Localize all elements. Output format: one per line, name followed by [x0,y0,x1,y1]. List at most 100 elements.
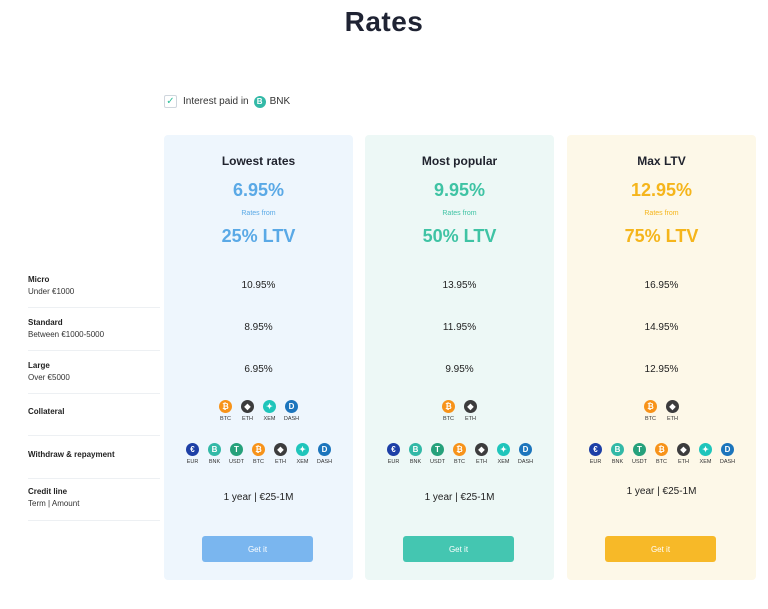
usdt-icon: T [431,443,444,456]
btc-icon: ₿ [644,400,657,413]
micro-rate: 10.95% [241,280,276,291]
plan-ltv: 75% LTV [624,226,699,246]
bnk-icon: B [611,443,624,456]
coin-label: BNK [611,459,624,465]
collateral-coins: ₿ BTC ◆ ETH [365,400,554,422]
get-it-button[interactable]: Get it [403,536,514,562]
eth-icon: ◆ [475,443,488,456]
interest-checkbox[interactable]: ✓ [164,95,177,108]
coin-label: USDT [430,459,445,465]
coin-dash: D DASH [314,443,336,465]
coin-eth: ◆ ETH [471,443,493,465]
dash-icon: D [519,443,532,456]
bnk-icon: B [409,443,422,456]
withdraw-coins: € EUR B BNK T USDT ₿ BTC ◆ ETH ✦ XEM D DASH [164,443,353,465]
coin-label: XEM [296,459,309,465]
coin-xem: ✦ XEM [695,443,717,465]
coin-btc: ₿ BTC [248,443,270,465]
eth-icon: ◆ [666,400,679,413]
eur-icon: € [186,443,199,456]
coin-eur: € EUR [182,443,204,465]
coin-label: ETH [667,416,678,422]
plan-ltv: 25% LTV [221,226,296,246]
dash-icon: D [721,443,734,456]
coin-btc: ₿ BTC [215,400,237,422]
coin-dash: D DASH [717,443,739,465]
coin-eth: ◆ ETH [673,443,695,465]
collateral-coins: ₿ BTC ◆ ETH [567,400,756,422]
coin-usdt: T USDT [226,443,248,465]
standard-rate: 8.95% [244,322,273,333]
bnk-icon: B [253,95,266,108]
coin-label: EUR [589,459,602,465]
coin-xem: ✦ XEM [259,400,281,422]
coin-label: XEM [497,459,510,465]
coin-label: ETH [476,459,487,465]
coin-btc: ₿ BTC [438,400,460,422]
interest-option[interactable]: ✓ Interest paid in B BNK [164,95,290,108]
row-label-collateral: Collateral [28,407,160,436]
xem-icon: ✦ [699,443,712,456]
plan-rates-from: Rates from [644,210,679,217]
plan-rates-from: Rates from [442,210,477,217]
plan-rates-from: Rates from [241,210,276,217]
standard-rate: 11.95% [442,322,477,333]
plan-name: Most popular [421,154,498,168]
coin-label: BTC [443,416,454,422]
coin-eth: ◆ ETH [237,400,259,422]
eth-icon: ◆ [464,400,477,413]
large-rate: 12.95% [644,364,679,375]
plan-most-popular-card: Most popular 9.95% Rates from 50% LTV 13.95%… [365,135,554,580]
coin-eur: € EUR [585,443,607,465]
plan-name: Max LTV [637,154,686,168]
btc-icon: ₿ [655,443,668,456]
bnk-icon: B [208,443,221,456]
collateral-coins: ₿ BTC ◆ ETH ✦ XEM D DASH [164,400,353,422]
micro-rate: 16.95% [644,280,679,291]
coin-label: ETH [275,459,286,465]
btc-icon: ₿ [442,400,455,413]
coin-dash: D DASH [515,443,537,465]
eth-icon: ◆ [677,443,690,456]
btc-icon: ₿ [252,443,265,456]
coin-eur: € EUR [383,443,405,465]
coin-btc: ₿ BTC [449,443,471,465]
credit-line: 1 year | €25-1M [626,486,697,497]
get-it-button[interactable]: Get it [605,536,716,562]
usdt-icon: T [633,443,646,456]
large-rate: 9.95% [445,364,474,375]
dash-icon: D [285,400,298,413]
withdraw-coins: € EUR B BNK T USDT ₿ BTC ◆ ETH ✦ XEM D DASH [365,443,554,465]
eth-icon: ◆ [274,443,287,456]
withdraw-coins: € EUR B BNK T USDT ₿ BTC ◆ ETH ✦ XEM D DASH [567,443,756,465]
coin-label: DASH [283,416,300,422]
plan-rate: 9.95% [433,180,486,200]
row-label-withdraw: Withdraw & repayment [28,450,160,479]
get-it-button[interactable]: Get it [202,536,313,562]
coin-label: BTC [220,416,231,422]
coin-label: USDT [632,459,647,465]
coin-label: XEM [699,459,712,465]
coin-label: EUR [387,459,400,465]
plan-max-ltv-card: Max LTV 12.95% Rates from 75% LTV 16.95% 14.9… [567,135,756,580]
coin-label: BTC [454,459,465,465]
dash-icon: D [318,443,331,456]
coin-label: DASH [719,459,736,465]
coin-label: ETH [242,416,253,422]
row-label-large: Large Over €5000 [28,361,160,394]
coin-eth: ◆ ETH [270,443,292,465]
plan-ltv: 50% LTV [422,226,497,246]
plan-lowest-rates-card: Lowest rates 6.95% Rates from 25% LTV 10.95%… [164,135,353,580]
standard-rate: 14.95% [644,322,679,333]
coin-bnk: B BNK [607,443,629,465]
interest-token: BNK [269,96,291,107]
eur-icon: € [387,443,400,456]
usdt-icon: T [230,443,243,456]
coin-label: EUR [186,459,199,465]
coin-usdt: T USDT [629,443,651,465]
coin-label: BTC [253,459,264,465]
coin-usdt: T USDT [427,443,449,465]
coin-eth: ◆ ETH [460,400,482,422]
coin-label: DASH [517,459,534,465]
coin-label: USDT [229,459,244,465]
